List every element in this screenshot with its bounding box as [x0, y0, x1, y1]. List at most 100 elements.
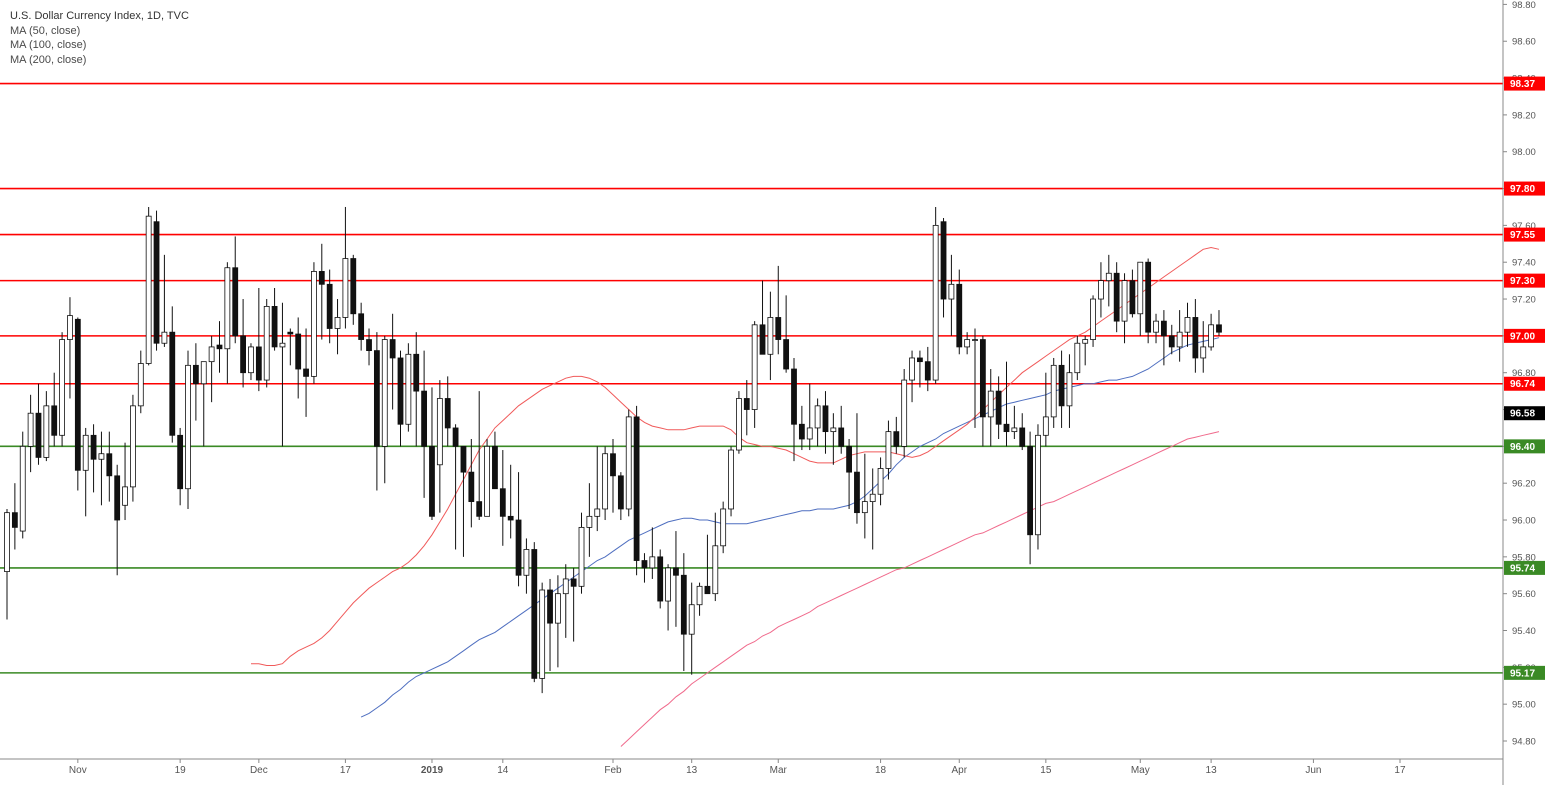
candle — [232, 236, 239, 344]
candle — [499, 450, 506, 546]
candle-body-up — [877, 468, 884, 495]
candle-body-down — [366, 339, 372, 352]
candle — [775, 265, 782, 355]
candle-body-up — [1121, 280, 1128, 322]
candle — [736, 391, 742, 454]
candle — [1011, 405, 1018, 439]
candle — [602, 446, 609, 521]
level-label-bg — [1504, 181, 1545, 196]
candle-body-up — [665, 567, 671, 602]
time-tick-label: Apr — [951, 765, 967, 776]
candle-body-down — [350, 258, 357, 315]
candle-body-down — [1027, 445, 1033, 536]
time-tick-label: Jun — [1305, 765, 1321, 776]
candle — [680, 553, 687, 672]
candle — [547, 578, 553, 672]
candle-body-up — [712, 545, 719, 595]
level-label-bg — [1504, 328, 1545, 343]
price-tick-label: 97.60 — [1512, 221, 1536, 232]
level-label-bg — [1504, 273, 1545, 288]
candle — [869, 468, 876, 550]
candle-body-up — [208, 346, 215, 363]
price-tick-label: 95.80 — [1512, 552, 1536, 563]
candle — [185, 350, 191, 509]
candle-body-up — [248, 346, 254, 374]
time-tick-label: 13 — [1206, 765, 1218, 776]
candle — [350, 254, 357, 325]
price-tick-label: 94.80 — [1512, 737, 1536, 748]
candle — [11, 483, 18, 550]
candle-body-down — [1003, 423, 1010, 433]
candle-body-up — [539, 589, 546, 679]
candle-body-down — [358, 313, 365, 340]
candle-body-up — [1105, 272, 1112, 282]
candle-body-up — [885, 431, 892, 469]
candle-body-down — [979, 339, 986, 418]
candle-body-down — [1192, 317, 1199, 359]
candle-body-up — [200, 361, 207, 385]
candle — [830, 413, 837, 465]
candle-body-up — [909, 357, 915, 381]
candle — [728, 446, 734, 517]
candle-body-up — [1082, 339, 1089, 344]
candle — [1137, 261, 1144, 336]
candle — [1216, 310, 1222, 336]
candle-body-up — [484, 445, 490, 517]
candle-body-down — [759, 324, 766, 355]
candle-body-down — [303, 368, 309, 377]
candle-body-down — [1160, 320, 1167, 337]
candle — [688, 582, 695, 675]
candle-body-down — [822, 405, 829, 433]
candle-body-down — [1168, 335, 1175, 348]
candle-body-down — [468, 471, 475, 503]
candle — [1105, 254, 1112, 307]
candle-body-up — [578, 526, 585, 587]
candle — [696, 582, 703, 616]
candle-body-up — [161, 331, 168, 344]
candle — [1098, 262, 1104, 318]
candle — [633, 405, 640, 576]
candle — [555, 575, 561, 668]
candle-body-up — [59, 339, 65, 436]
candle-body-up — [381, 339, 388, 447]
price-labels-layer: 98.37 97.80 97.55 97.30 97.00 96.74 96.40 95.74… — [1504, 76, 1545, 680]
candle-body-down — [1129, 280, 1136, 315]
candle — [924, 346, 931, 392]
candle-body-down — [192, 364, 199, 385]
candle-body-up — [122, 486, 128, 506]
legend-title: U.S. Dollar Currency Index, 1D, TVC — [10, 10, 189, 22]
candle-body-down — [783, 339, 790, 370]
candle-body-up — [562, 578, 569, 595]
candle — [130, 394, 136, 502]
candle — [586, 483, 593, 557]
candle-body-down — [169, 331, 176, 436]
candle — [106, 431, 113, 502]
candle — [216, 321, 223, 373]
price-tick-label: 95.40 — [1512, 626, 1536, 637]
candle-body-up — [555, 593, 561, 624]
candle — [19, 431, 26, 539]
candle — [649, 527, 656, 579]
candle-body-up — [43, 405, 50, 458]
candle-body-down — [429, 445, 435, 517]
candle — [468, 438, 475, 528]
candle — [1082, 335, 1089, 366]
candle — [51, 372, 58, 447]
price-tick-label: 98.80 — [1512, 0, 1536, 11]
candle-body-down — [74, 318, 81, 471]
candle — [1160, 310, 1167, 366]
candle-body-down — [11, 512, 18, 528]
candle — [1192, 299, 1199, 373]
candle — [570, 567, 577, 642]
candle — [854, 413, 860, 524]
legend-ma50: MA (50, close) — [10, 24, 81, 37]
candle-body-up — [948, 283, 955, 300]
candle — [271, 287, 278, 351]
level-label-bg — [1504, 665, 1545, 680]
candle — [822, 391, 829, 454]
candle-body-up — [311, 271, 317, 377]
time-tick-label: Nov — [69, 765, 87, 776]
candle-body-up — [586, 515, 593, 528]
level-price-label: 97.30 — [1510, 276, 1535, 287]
